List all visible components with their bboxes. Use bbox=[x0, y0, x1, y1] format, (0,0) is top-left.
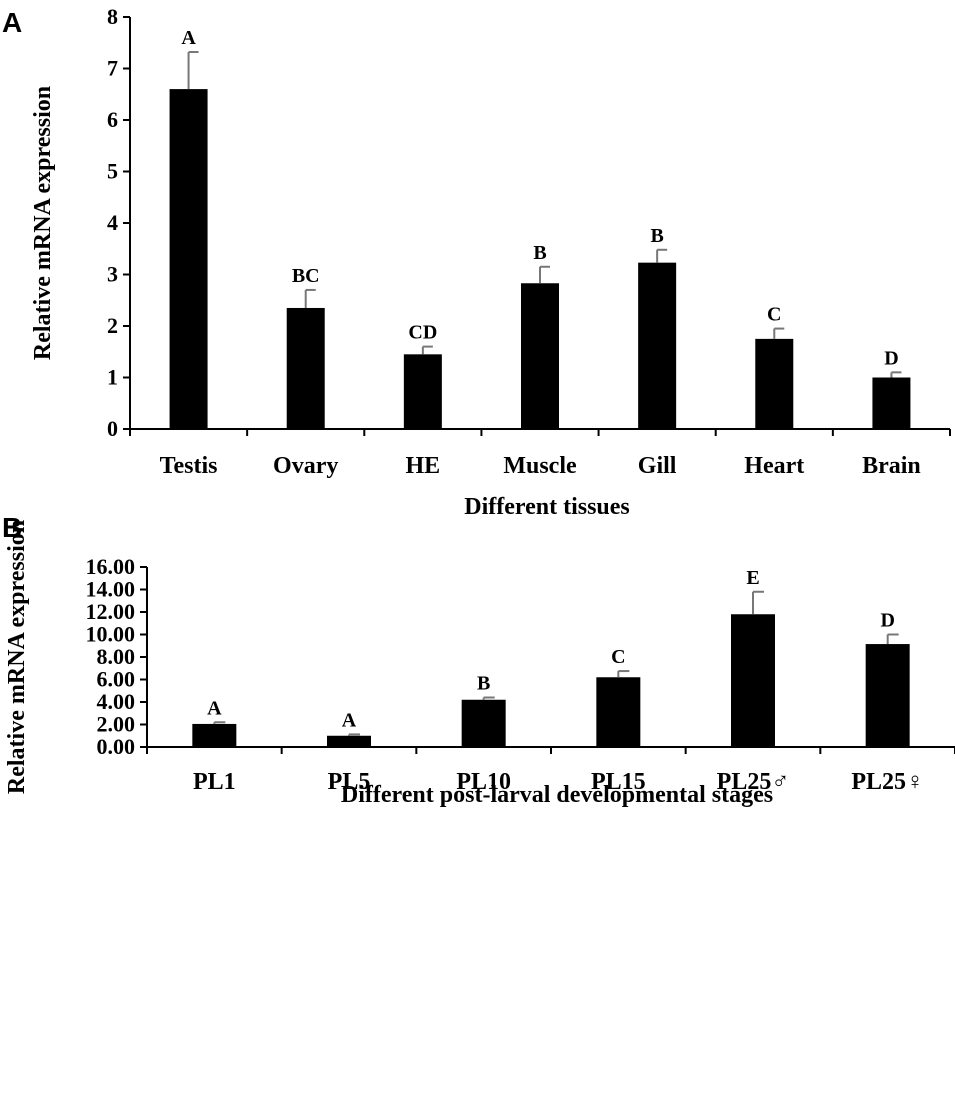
bar bbox=[865, 644, 910, 747]
y-tick-label: 1 bbox=[107, 365, 118, 390]
significance-label: A bbox=[207, 697, 222, 719]
y-tick-label: 4.00 bbox=[97, 689, 136, 714]
y-tick-label: 14.00 bbox=[86, 577, 136, 602]
panel-letter: B bbox=[2, 512, 22, 543]
bar bbox=[596, 677, 641, 747]
bar bbox=[286, 307, 325, 429]
y-tick-label: 2 bbox=[107, 313, 118, 338]
x-tick-label: PL15 bbox=[591, 769, 646, 795]
panel-letter: A bbox=[2, 7, 22, 38]
bar bbox=[731, 614, 775, 747]
y-tick-label: 16.00 bbox=[86, 554, 136, 579]
significance-label: E bbox=[746, 567, 759, 589]
x-tick-label: PL10 bbox=[456, 769, 511, 795]
significance-label: C bbox=[767, 304, 781, 326]
y-tick-label: 2.00 bbox=[97, 712, 136, 737]
significance-label: CD bbox=[408, 322, 437, 344]
chart-panel: 0.002.004.006.008.0010.0012.0014.0016.00… bbox=[4, 520, 955, 808]
chart-panel: 012345678ATestisBCOvaryCDHEBMuscleBGillC… bbox=[30, 4, 951, 520]
y-tick-label: 7 bbox=[107, 56, 118, 81]
x-tick-label: PL25♀ bbox=[851, 769, 924, 795]
bar bbox=[521, 283, 559, 429]
bar bbox=[169, 89, 208, 429]
y-tick-label: 0.00 bbox=[97, 734, 136, 759]
x-tick-label: PL1 bbox=[193, 769, 236, 795]
significance-label: B bbox=[650, 225, 663, 247]
y-tick-label: 10.00 bbox=[86, 622, 136, 647]
bar bbox=[403, 354, 442, 429]
y-tick-label: 0 bbox=[107, 416, 118, 441]
significance-label: D bbox=[884, 347, 898, 369]
bar bbox=[192, 723, 237, 747]
bar bbox=[638, 262, 677, 429]
y-tick-label: 3 bbox=[107, 262, 118, 287]
y-tick-label: 6 bbox=[107, 107, 118, 132]
significance-label: D bbox=[880, 610, 894, 632]
y-tick-label: 5 bbox=[107, 159, 118, 184]
y-tick-label: 8.00 bbox=[97, 644, 136, 669]
significance-label: B bbox=[533, 242, 546, 264]
x-tick-label: Muscle bbox=[503, 453, 577, 479]
x-axis-title: Different post-larval developmental stag… bbox=[341, 782, 773, 808]
y-tick-label: 4 bbox=[107, 210, 118, 235]
significance-label: A bbox=[342, 709, 357, 731]
significance-label: BC bbox=[292, 265, 320, 287]
x-tick-label: PL5 bbox=[328, 769, 371, 795]
significance-label: C bbox=[611, 646, 625, 668]
y-tick-label: 8 bbox=[107, 4, 118, 29]
significance-label: B bbox=[477, 673, 490, 695]
bar bbox=[461, 699, 506, 747]
y-axis-title: Relative mRNA expression bbox=[4, 520, 30, 794]
significance-label: A bbox=[181, 27, 196, 49]
y-tick-label: 12.00 bbox=[86, 599, 136, 624]
x-axis-title: Different tissues bbox=[464, 494, 630, 520]
bar bbox=[872, 377, 911, 429]
y-axis-title: Relative mRNA expression bbox=[30, 86, 56, 360]
x-tick-label: Brain bbox=[862, 453, 921, 479]
bar bbox=[327, 735, 371, 747]
x-tick-label: HE bbox=[406, 453, 441, 479]
x-tick-label: Testis bbox=[160, 453, 218, 479]
x-tick-label: Ovary bbox=[273, 453, 338, 479]
x-tick-label: Gill bbox=[638, 453, 677, 479]
bar bbox=[755, 338, 794, 429]
x-tick-label: PL25♂ bbox=[717, 769, 790, 795]
y-tick-label: 6.00 bbox=[97, 667, 136, 692]
x-tick-label: Heart bbox=[744, 453, 804, 479]
